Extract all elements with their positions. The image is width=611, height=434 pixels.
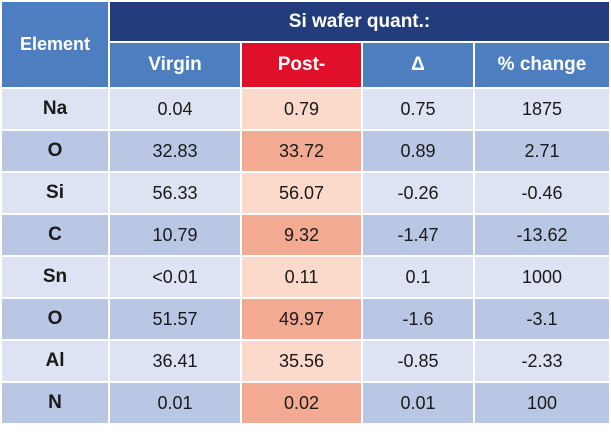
- column-header-post: Post-: [242, 43, 363, 89]
- table-row: C 10.79 9.32 -1.47 -13.62: [2, 215, 610, 257]
- cell-percent-change: -0.46: [475, 173, 610, 215]
- cell-virgin: 51.57: [110, 299, 242, 341]
- element-column-header: Element: [2, 2, 110, 89]
- column-header-virgin: Virgin: [110, 43, 242, 89]
- cell-delta: -0.85: [363, 341, 475, 383]
- cell-delta: -1.6: [363, 299, 475, 341]
- column-header-percent-change: % change: [475, 43, 610, 89]
- cell-percent-change: -13.62: [475, 215, 610, 257]
- cell-delta: -1.47: [363, 215, 475, 257]
- cell-element: O: [2, 299, 110, 341]
- cell-post: 0.79: [242, 89, 363, 131]
- cell-delta: 0.75: [363, 89, 475, 131]
- cell-delta: 0.1: [363, 257, 475, 299]
- cell-virgin: 10.79: [110, 215, 242, 257]
- cell-delta: -0.26: [363, 173, 475, 215]
- cell-delta: 0.01: [363, 383, 475, 425]
- cell-virgin: 36.41: [110, 341, 242, 383]
- table-row: Sn <0.01 0.11 0.1 1000: [2, 257, 610, 299]
- cell-post: 49.97: [242, 299, 363, 341]
- cell-element: Sn: [2, 257, 110, 299]
- cell-virgin: 0.01: [110, 383, 242, 425]
- table-row: Al 36.41 35.56 -0.85 -2.33: [2, 341, 610, 383]
- cell-percent-change: -2.33: [475, 341, 610, 383]
- cell-post: 9.32: [242, 215, 363, 257]
- cell-percent-change: 2.71: [475, 131, 610, 173]
- column-header-delta: Δ: [363, 43, 475, 89]
- cell-element: O: [2, 131, 110, 173]
- cell-virgin: 56.33: [110, 173, 242, 215]
- cell-percent-change: 100: [475, 383, 610, 425]
- cell-delta: 0.89: [363, 131, 475, 173]
- cell-post: 35.56: [242, 341, 363, 383]
- cell-element: Na: [2, 89, 110, 131]
- si-wafer-quant-table: Element Si wafer quant.: Virgin Post- Δ …: [2, 2, 610, 425]
- table-row: Na 0.04 0.79 0.75 1875: [2, 89, 610, 131]
- cell-post: 33.72: [242, 131, 363, 173]
- cell-percent-change: 1000: [475, 257, 610, 299]
- table-row: O 32.83 33.72 0.89 2.71: [2, 131, 610, 173]
- table-row: O 51.57 49.97 -1.6 -3.1: [2, 299, 610, 341]
- table-row: N 0.01 0.02 0.01 100: [2, 383, 610, 425]
- cell-element: Al: [2, 341, 110, 383]
- cell-virgin: <0.01: [110, 257, 242, 299]
- cell-percent-change: -3.1: [475, 299, 610, 341]
- cell-post: 56.07: [242, 173, 363, 215]
- table-row: Si 56.33 56.07 -0.26 -0.46: [2, 173, 610, 215]
- cell-element: Si: [2, 173, 110, 215]
- cell-percent-change: 1875: [475, 89, 610, 131]
- cell-virgin: 0.04: [110, 89, 242, 131]
- cell-post: 0.02: [242, 383, 363, 425]
- group-header-si-wafer-quant: Si wafer quant.:: [110, 2, 610, 43]
- cell-element: C: [2, 215, 110, 257]
- cell-post: 0.11: [242, 257, 363, 299]
- cell-virgin: 32.83: [110, 131, 242, 173]
- cell-element: N: [2, 383, 110, 425]
